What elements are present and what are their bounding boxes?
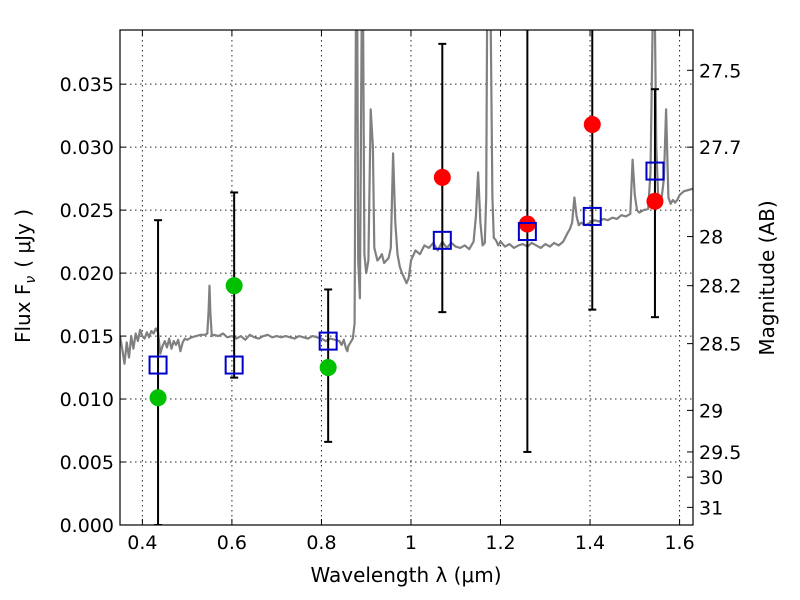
y2-tick-label: 31 — [699, 497, 723, 519]
y-tick-label: 0.020 — [60, 263, 114, 285]
data-point-square — [645, 161, 665, 181]
grid — [120, 30, 693, 526]
spectrum-layer — [120, 30, 693, 365]
x-tick-label: 0.6 — [217, 532, 247, 554]
data-point — [319, 359, 337, 377]
y-tick-label: 0.010 — [60, 389, 114, 411]
data-point-square — [582, 206, 602, 226]
y-tick-label: 0.005 — [60, 452, 114, 474]
x-tick-label: 0.4 — [127, 532, 157, 554]
y2-tick-label: 28 — [699, 227, 723, 249]
x-tick-label: 1.6 — [664, 532, 694, 554]
y2-tick-label: 29 — [699, 400, 723, 422]
x-tick-label: 1 — [405, 532, 417, 554]
x-tick-label: 1.4 — [575, 532, 605, 554]
x-tick-label: 0.8 — [306, 532, 336, 554]
data-point — [646, 192, 664, 210]
markers — [148, 115, 665, 407]
y-axis-label-unit: ( μJy ) — [11, 209, 35, 268]
y2-axis-label: Magnitude (AB) — [755, 200, 779, 355]
y2-tick-label: 28.2 — [699, 276, 741, 298]
x-tick-label: 1.2 — [485, 532, 515, 554]
data-point-square — [224, 355, 244, 375]
plot-frame — [119, 29, 694, 526]
y-tick-label: 0.000 — [60, 515, 114, 537]
ticks: 0.4 0.6 0.8 1 1.2 1.4 1.6 0.000 0.005 0.010 0.015 0… — [60, 30, 741, 554]
y-tick-label: 0.035 — [60, 74, 114, 96]
y-axis-label: Flux Fν ( μJy ) — [11, 209, 39, 343]
data-point — [433, 168, 451, 186]
data-point-square — [517, 222, 537, 242]
data-point-square — [148, 355, 168, 375]
y-axis-label-main: Flux F — [11, 284, 35, 343]
y-tick-label: 0.030 — [60, 137, 114, 159]
y2-tick-label: 27.7 — [699, 137, 741, 159]
x-axis-label: Wavelength λ (μm) — [310, 563, 501, 587]
y-tick-label: 0.015 — [60, 326, 114, 348]
spectrum-line — [120, 30, 693, 365]
y-tick-label: 0.025 — [60, 200, 114, 222]
data-point-square — [318, 331, 338, 351]
data-point-square — [432, 230, 452, 250]
y2-tick-label: 28.5 — [699, 334, 741, 356]
y2-tick-label: 29.5 — [699, 442, 741, 464]
data-point — [225, 277, 243, 295]
data-point — [583, 115, 601, 133]
y2-tick-label: 30 — [699, 467, 723, 489]
y-axis-label-subscript: ν — [23, 276, 39, 284]
data-point — [149, 389, 167, 407]
y2-tick-label: 27.5 — [699, 60, 741, 82]
